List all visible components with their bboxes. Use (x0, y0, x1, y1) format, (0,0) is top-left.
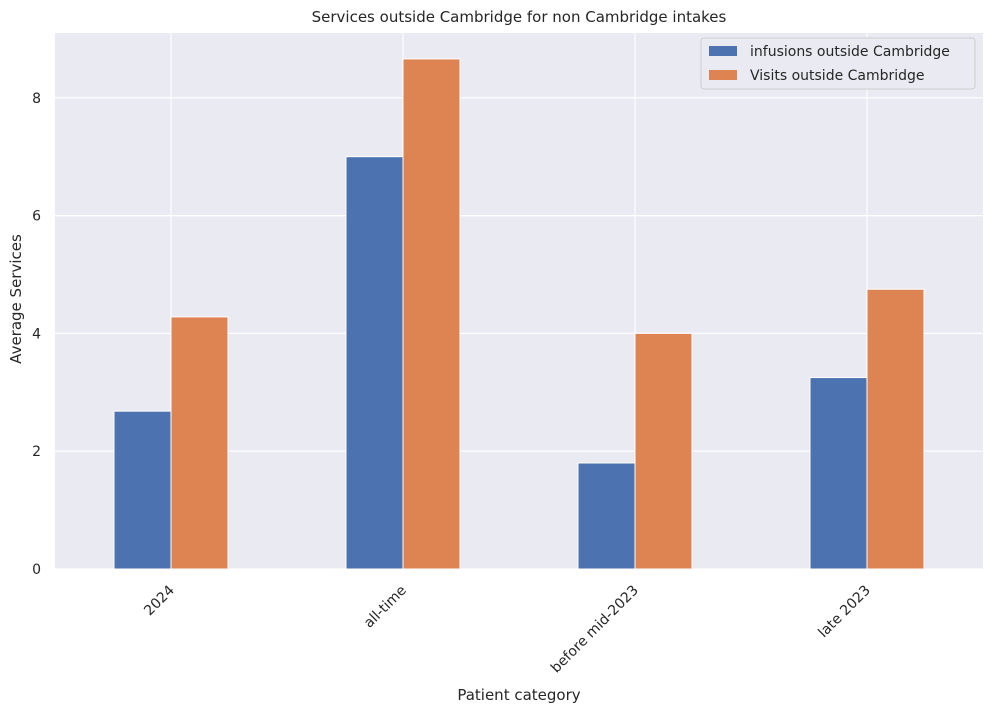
x-tick-label: late 2023 (815, 583, 873, 641)
x-axis-title: Patient category (457, 686, 580, 704)
legend-label: Visits outside Cambridge (750, 68, 925, 84)
y-tick-label: 0 (32, 562, 41, 578)
bar-visits (402, 58, 461, 570)
y-tick-label: 6 (32, 209, 41, 225)
x-tick-label: all-time (361, 583, 410, 632)
x-tick-label: before mid-2023 (548, 583, 642, 677)
bar-visits (634, 332, 693, 570)
legend-swatch (709, 70, 737, 80)
bar-infusions (345, 156, 404, 570)
chart-title: Services outside Cambridge for non Cambr… (312, 8, 727, 26)
y-tick-label: 8 (32, 91, 41, 107)
bar-visits (866, 288, 925, 570)
legend-box (700, 37, 976, 90)
legend-label: infusions outside Cambridge (750, 44, 950, 60)
x-tick-label: 2024 (141, 582, 178, 619)
bar-visits (170, 316, 229, 570)
legend-swatch (709, 46, 737, 56)
bar-infusions (113, 410, 172, 570)
bar-infusions (809, 377, 868, 570)
bar-infusions (577, 462, 636, 570)
y-tick-label: 2 (32, 444, 41, 460)
y-axis-title: Average Services (7, 234, 25, 364)
y-tick-label: 4 (32, 326, 41, 342)
